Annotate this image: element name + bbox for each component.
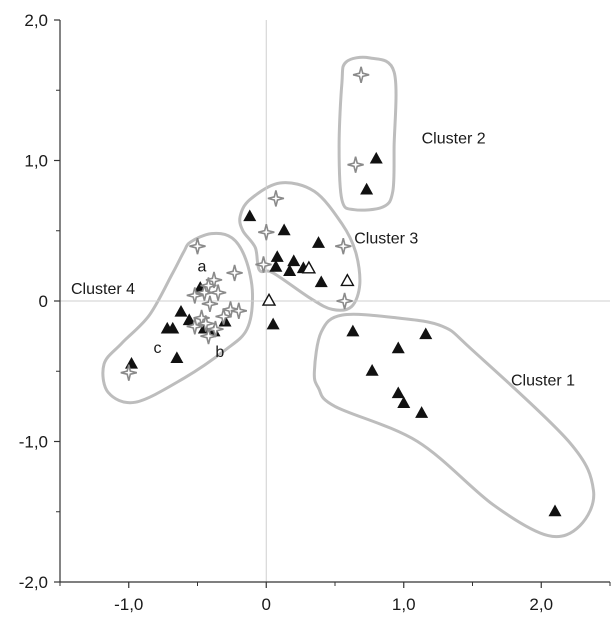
star-point: [207, 320, 224, 338]
star-point: [222, 301, 239, 318]
cluster-outline-1: [312, 312, 596, 539]
axes: 2,0 1,0 0 -1,0 -2,0 -1,0 0 1,0 2,0: [19, 11, 611, 614]
filled-triangle-point: [548, 504, 562, 517]
filled-triangle-point: [369, 151, 383, 164]
cluster-outline-3: [238, 181, 362, 312]
filled-triangle-point: [166, 321, 180, 334]
open-triangle-point: [261, 292, 277, 306]
open-triangle-point: [301, 260, 317, 274]
star-point: [186, 318, 203, 335]
x-tick-label: 0: [262, 595, 271, 614]
filled-triangle-point: [269, 260, 283, 272]
filled-triangle-point: [397, 396, 411, 409]
star-point: [205, 271, 223, 289]
star-point: [200, 327, 217, 345]
cluster-label-4: Cluster 4: [71, 281, 135, 298]
filled-triangle-point: [277, 223, 291, 236]
point-annotation-c: c: [154, 340, 162, 357]
x-tick-label: 2,0: [529, 595, 553, 614]
cluster-outlines: [101, 55, 596, 539]
filled-triangle-point: [365, 363, 379, 376]
open-triangle-point: [340, 273, 355, 287]
star-point: [352, 66, 370, 83]
star-point: [335, 238, 352, 255]
data-points: [120, 66, 562, 517]
star-point: [347, 156, 364, 173]
y-tick-label: 1,0: [24, 152, 48, 171]
star-point: [200, 277, 217, 294]
reference-lines: [60, 20, 610, 582]
filled-triangle-point: [314, 275, 328, 288]
filled-triangle-point: [170, 351, 184, 364]
star-point: [120, 364, 137, 381]
filled-triangle-point: [415, 406, 429, 418]
filled-triangle-point: [391, 386, 405, 399]
star-point: [267, 190, 285, 207]
star-point: [230, 302, 247, 319]
filled-triangle-point: [125, 356, 138, 369]
x-tick-label: 1,0: [392, 595, 416, 614]
point-annotation-a: a: [198, 258, 207, 275]
filled-triangle-point: [391, 341, 405, 354]
star-point: [197, 315, 214, 332]
chart-labels: Cluster 1 Cluster 2 Cluster 3 Cluster 4 a b c: [71, 131, 575, 390]
filled-triangle-point: [266, 317, 280, 330]
filled-triangle-point: [287, 254, 301, 267]
cluster-outline-2: [337, 55, 398, 212]
filled-triangle-point: [243, 209, 257, 222]
cluster-label-2: Cluster 2: [422, 131, 486, 148]
star-point: [215, 308, 232, 325]
cluster-label-1: Cluster 1: [511, 372, 575, 389]
star-point: [226, 264, 243, 282]
star-point: [209, 284, 227, 301]
y-tick-label: -2,0: [19, 573, 48, 592]
filled-triangle-point: [312, 236, 325, 248]
filled-triangle-point: [346, 324, 360, 337]
cluster-outline-4: [101, 231, 255, 405]
star-point: [201, 295, 219, 312]
star-point: [186, 287, 203, 304]
y-tick-label: 2,0: [24, 11, 48, 30]
filled-triangle-point: [182, 313, 196, 326]
x-tick-label: -1,0: [114, 595, 143, 614]
filled-triangle-point: [270, 250, 284, 262]
y-tick-label: 0: [39, 292, 48, 311]
filled-triangle-point: [283, 264, 297, 276]
filled-triangle-point: [419, 327, 433, 340]
star-point: [255, 256, 272, 273]
star-point: [336, 292, 353, 310]
filled-triangle-point: [360, 182, 374, 195]
y-tick-label: -1,0: [19, 433, 48, 452]
cluster-label-3: Cluster 3: [354, 230, 418, 247]
filled-triangle-point: [174, 304, 188, 317]
star-point: [258, 224, 275, 241]
star-point: [189, 238, 206, 255]
point-annotation-b: b: [215, 344, 224, 361]
